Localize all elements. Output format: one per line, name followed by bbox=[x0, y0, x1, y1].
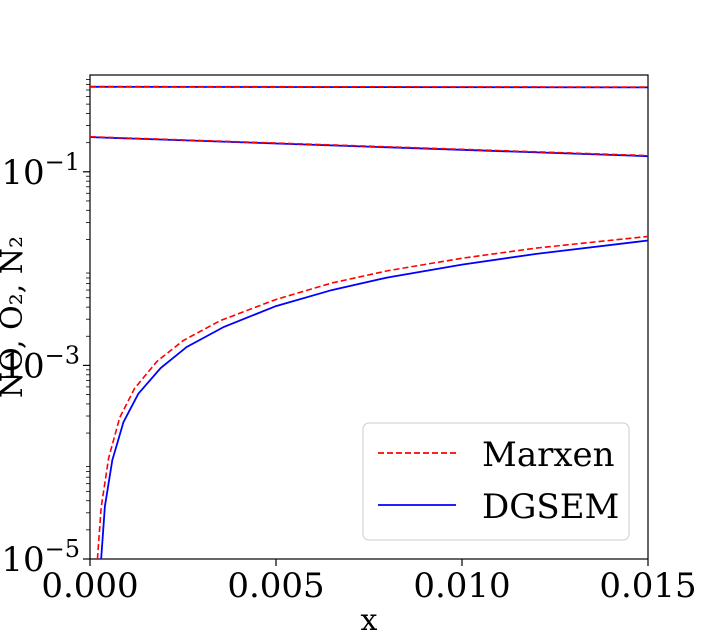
plot-area bbox=[89, 74, 649, 560]
dgsem-no-line bbox=[100, 239, 648, 559]
legend-marxen-label: Marxen bbox=[482, 435, 615, 475]
marxen-no-line bbox=[96, 235, 648, 559]
x-ticks: 0.000 0.005 0.010 0.015 bbox=[41, 559, 697, 606]
series-layer bbox=[90, 85, 648, 559]
x-tick-label: 0.010 bbox=[413, 566, 510, 606]
legend: Marxen DGSEM bbox=[362, 422, 630, 541]
x-tick-label: 0.005 bbox=[227, 566, 324, 606]
y-axis-label: NO, O₂, N₂ bbox=[0, 236, 30, 398]
y-tick-label: 10−5 bbox=[1, 535, 80, 580]
x-axis-label: x bbox=[361, 603, 378, 630]
x-tick-label: 0.015 bbox=[599, 566, 696, 606]
y-tick-label: 10−1 bbox=[1, 148, 80, 193]
marxen-n2-line bbox=[90, 85, 648, 88]
legend-box bbox=[362, 422, 630, 541]
marxen-o2-line bbox=[90, 135, 648, 157]
x-tick-label: 0.000 bbox=[41, 566, 138, 606]
legend-dgsem-label: DGSEM bbox=[482, 487, 619, 527]
